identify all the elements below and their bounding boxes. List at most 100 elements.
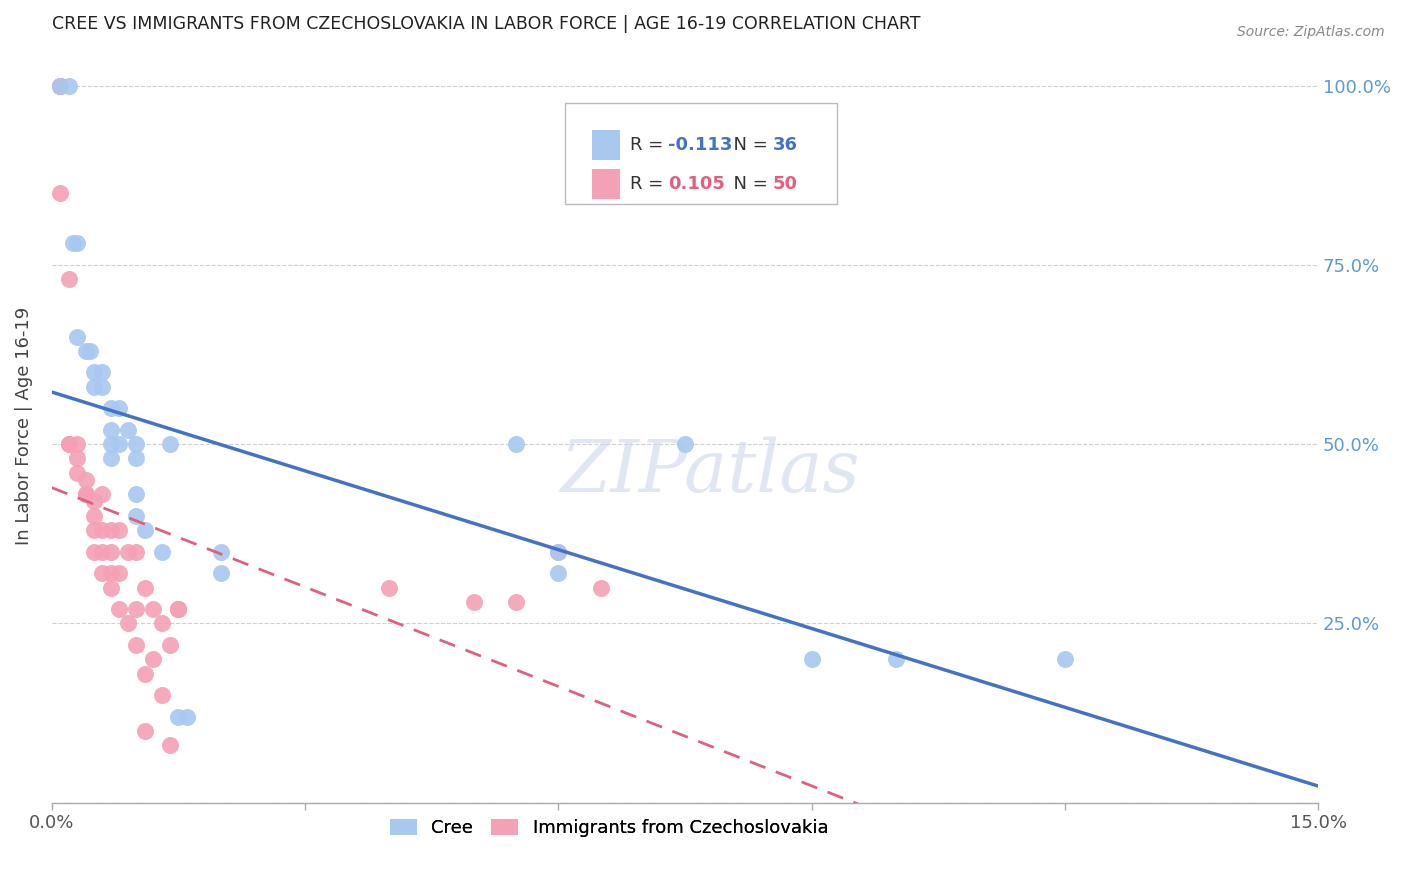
- Y-axis label: In Labor Force | Age 16-19: In Labor Force | Age 16-19: [15, 307, 32, 545]
- Point: [125, 544, 148, 558]
- Point: [547, 566, 569, 581]
- Point: [66, 466, 89, 480]
- Point: [66, 437, 89, 451]
- Point: [125, 638, 148, 652]
- Point: [100, 581, 122, 595]
- Point: [75, 473, 97, 487]
- Point: [547, 544, 569, 558]
- Point: [117, 544, 139, 558]
- Point: [91, 544, 114, 558]
- Text: ZIPatlas: ZIPatlas: [561, 436, 860, 507]
- Point: [83, 523, 105, 537]
- Point: [117, 616, 139, 631]
- Point: [100, 523, 122, 537]
- Point: [108, 566, 131, 581]
- Point: [159, 437, 181, 451]
- Text: CREE VS IMMIGRANTS FROM CZECHOSLOVAKIA IN LABOR FORCE | AGE 16-19 CORRELATION CH: CREE VS IMMIGRANTS FROM CZECHOSLOVAKIA I…: [52, 15, 921, 33]
- Point: [100, 566, 122, 581]
- Point: [91, 523, 114, 537]
- Point: [125, 451, 148, 466]
- Point: [100, 423, 122, 437]
- Point: [100, 544, 122, 558]
- FancyBboxPatch shape: [565, 103, 837, 204]
- Point: [91, 487, 114, 501]
- Point: [505, 595, 527, 609]
- Point: [134, 523, 156, 537]
- Point: [66, 329, 89, 343]
- Point: [167, 709, 190, 723]
- Point: [58, 437, 80, 451]
- Point: [66, 236, 89, 251]
- Point: [463, 595, 485, 609]
- Point: [134, 723, 156, 738]
- Point: [134, 581, 156, 595]
- Point: [378, 581, 401, 595]
- Point: [547, 544, 569, 558]
- Point: [83, 380, 105, 394]
- Point: [884, 652, 907, 666]
- Point: [167, 602, 190, 616]
- Point: [125, 508, 148, 523]
- Legend: Cree, Immigrants from Czechoslovakia: Cree, Immigrants from Czechoslovakia: [381, 810, 838, 847]
- Point: [49, 78, 72, 93]
- Point: [150, 616, 173, 631]
- Point: [159, 638, 181, 652]
- Point: [83, 544, 105, 558]
- Point: [100, 437, 122, 451]
- Point: [49, 78, 72, 93]
- Point: [167, 602, 190, 616]
- Point: [167, 602, 190, 616]
- Bar: [592, 129, 620, 160]
- Point: [150, 544, 173, 558]
- Point: [589, 581, 612, 595]
- Point: [159, 738, 181, 752]
- Point: [75, 487, 97, 501]
- Point: [125, 602, 148, 616]
- Point: [108, 401, 131, 416]
- Text: 0.105: 0.105: [668, 175, 725, 193]
- Point: [62, 236, 84, 251]
- Point: [209, 566, 232, 581]
- Text: 36: 36: [772, 136, 797, 153]
- Bar: [592, 169, 620, 199]
- Point: [91, 566, 114, 581]
- Point: [117, 423, 139, 437]
- Point: [49, 78, 72, 93]
- Point: [49, 78, 72, 93]
- Point: [79, 343, 101, 358]
- Point: [108, 437, 131, 451]
- Point: [91, 366, 114, 380]
- Point: [75, 343, 97, 358]
- Point: [108, 602, 131, 616]
- Point: [142, 602, 165, 616]
- Point: [83, 366, 105, 380]
- Text: R =: R =: [630, 175, 669, 193]
- Text: Source: ZipAtlas.com: Source: ZipAtlas.com: [1237, 25, 1385, 39]
- Point: [176, 709, 198, 723]
- Point: [49, 186, 72, 201]
- Point: [100, 451, 122, 466]
- Text: -0.113: -0.113: [668, 136, 733, 153]
- Point: [100, 401, 122, 416]
- Text: R =: R =: [630, 136, 669, 153]
- Text: N =: N =: [721, 136, 773, 153]
- Point: [800, 652, 823, 666]
- Point: [66, 451, 89, 466]
- Point: [58, 78, 80, 93]
- Point: [58, 272, 80, 286]
- Point: [209, 544, 232, 558]
- Point: [83, 494, 105, 508]
- Point: [125, 437, 148, 451]
- Point: [1053, 652, 1076, 666]
- Point: [142, 652, 165, 666]
- Point: [91, 380, 114, 394]
- Point: [83, 508, 105, 523]
- Point: [673, 437, 696, 451]
- Point: [134, 666, 156, 681]
- Point: [125, 487, 148, 501]
- Text: 50: 50: [772, 175, 797, 193]
- Point: [108, 523, 131, 537]
- Point: [505, 437, 527, 451]
- Point: [58, 437, 80, 451]
- Text: N =: N =: [721, 175, 773, 193]
